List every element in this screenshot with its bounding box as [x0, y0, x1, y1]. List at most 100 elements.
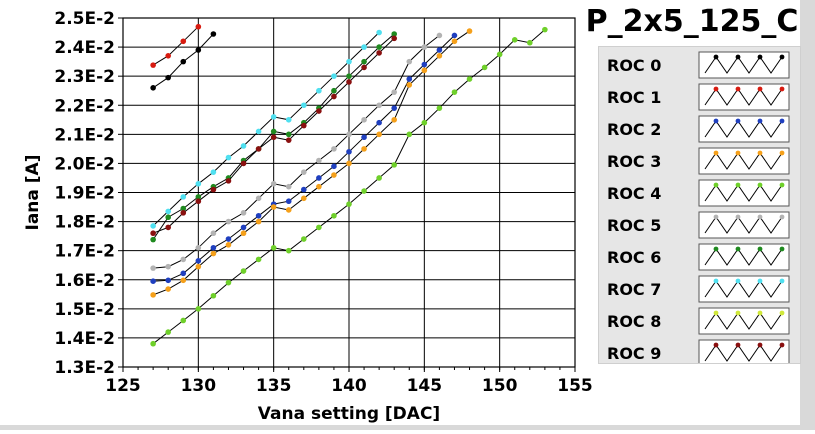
y-tick-label: 1.3E-2	[54, 358, 115, 378]
legend-swatch-marker	[713, 246, 719, 252]
data-point	[391, 35, 398, 42]
series-2	[150, 32, 458, 285]
data-point	[331, 212, 337, 219]
data-point	[165, 214, 171, 221]
data-point	[210, 230, 217, 237]
series-4	[150, 26, 548, 347]
data-point	[210, 250, 217, 257]
plot-frame	[122, 17, 576, 368]
data-point	[165, 208, 171, 215]
data-point	[225, 218, 232, 225]
data-point	[316, 87, 322, 94]
series-0	[150, 31, 217, 91]
window-edge-bottom	[0, 425, 815, 430]
data-point	[150, 292, 156, 298]
legend-swatch-line	[704, 344, 783, 362]
data-point	[225, 242, 232, 248]
data-point	[361, 64, 367, 71]
y-tick-label: 1.9E-2	[54, 184, 115, 204]
legend-swatch-line	[704, 280, 783, 298]
data-point	[150, 230, 156, 237]
legend-swatch-marker	[735, 214, 741, 220]
data-point	[301, 236, 307, 242]
data-point	[346, 160, 352, 167]
data-point	[316, 108, 322, 114]
legend-item: ROC 1	[607, 83, 790, 111]
data-point	[195, 23, 202, 30]
x-tick-label: 135	[256, 376, 292, 396]
series-7	[150, 29, 382, 229]
data-point	[285, 198, 292, 205]
data-point	[165, 329, 171, 335]
data-point	[150, 223, 156, 229]
legend-item: ROC 3	[607, 147, 790, 175]
data-point	[361, 44, 367, 50]
legend-swatch-marker	[779, 278, 785, 284]
legend-label: ROC 3	[607, 152, 661, 171]
data-point	[255, 195, 262, 202]
data-point	[195, 306, 202, 312]
data-point	[165, 286, 171, 292]
data-point	[391, 89, 398, 95]
data-point	[391, 105, 398, 111]
data-point	[210, 31, 217, 37]
legend-item: ROC 2	[607, 115, 790, 143]
data-point	[225, 178, 232, 184]
data-point	[376, 50, 382, 56]
legend-swatch-marker	[735, 278, 741, 284]
data-point	[331, 87, 337, 94]
data-point	[225, 236, 232, 242]
data-point	[210, 186, 217, 193]
legend-label: ROC 8	[607, 312, 661, 331]
data-point	[331, 146, 337, 152]
series-line	[153, 35, 440, 269]
data-point	[270, 128, 277, 135]
legend-swatch-line	[704, 248, 783, 266]
legend-label: ROC 2	[607, 120, 661, 139]
data-point	[165, 53, 171, 59]
y-tick-label: 2.2E-2	[54, 96, 115, 116]
data-point	[165, 224, 171, 231]
data-point	[195, 194, 202, 200]
y-tick-label: 1.6E-2	[54, 271, 115, 291]
series-5	[150, 32, 443, 271]
legend-swatch-marker	[713, 182, 719, 188]
data-point	[285, 207, 292, 213]
y-tick-label: 1.5E-2	[54, 300, 115, 320]
series-line	[152, 32, 380, 227]
data-point	[240, 143, 247, 149]
data-point	[240, 210, 247, 216]
data-point	[270, 204, 277, 210]
series-9	[150, 35, 398, 237]
legend-swatch-marker	[757, 54, 763, 60]
y-tick-label: 1.7E-2	[54, 242, 115, 262]
legend-swatch-marker	[757, 278, 763, 284]
data-point	[270, 114, 277, 120]
data-point	[376, 102, 382, 109]
legend-item: ROC 0	[607, 51, 790, 79]
data-point	[496, 51, 503, 58]
legend-item: ROC 9	[607, 339, 790, 367]
y-tick-label: 2.3E-2	[54, 67, 115, 87]
data-point	[406, 131, 413, 138]
y-tick-label: 1.4E-2	[54, 329, 115, 349]
data-point	[195, 244, 202, 251]
data-point	[301, 122, 307, 129]
x-tick-label: 150	[482, 376, 518, 396]
legend-swatch-marker	[735, 310, 741, 316]
legend-swatch-marker	[713, 342, 719, 348]
legend-label: ROC 7	[607, 280, 661, 299]
x-tick-label: 145	[407, 376, 443, 396]
legend-label: ROC 6	[607, 248, 661, 267]
legend-swatch-marker	[735, 150, 741, 156]
x-tick-label: 140	[331, 376, 367, 396]
data-point	[301, 169, 307, 175]
data-point	[436, 32, 443, 39]
legend-swatch-marker	[757, 86, 763, 92]
data-point	[466, 28, 473, 34]
legend-swatch-marker	[757, 246, 763, 252]
data-point	[180, 317, 187, 324]
data-point	[180, 210, 187, 216]
legend-swatch-marker	[779, 150, 785, 156]
